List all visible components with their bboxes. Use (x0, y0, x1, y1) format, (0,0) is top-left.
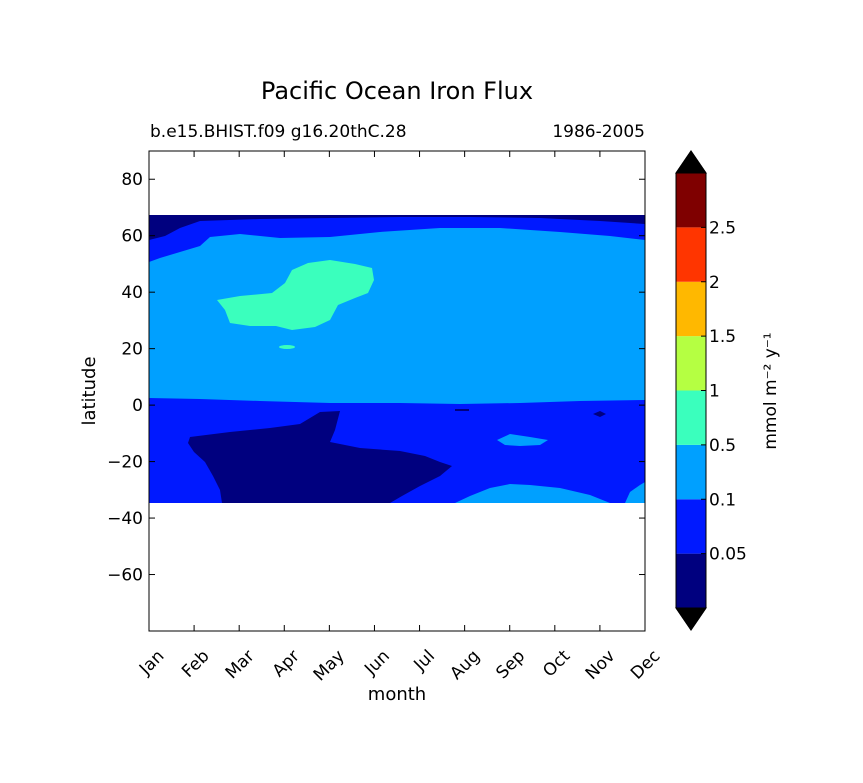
colorbar-segment (676, 390, 706, 445)
contour-region-south-light-3 (625, 482, 645, 503)
x-tick-label: Nov (582, 646, 620, 684)
x-tick-label: Jul (410, 646, 439, 675)
x-tick-label: Sep (492, 646, 529, 683)
chart-subtitle-left: b.e15.BHIST.f09 g16.20thC.28 (150, 122, 407, 142)
y-axis-label: latitude (79, 356, 100, 425)
colorbar: 0.05 0.1 0.5 1 1.5 2 2.5 (675, 150, 747, 631)
x-tick-label: Apr (269, 646, 304, 681)
chart-title: Pacific Ocean Iron Flux (261, 77, 533, 105)
colorbar-tick-label: 1.5 (709, 327, 736, 347)
x-axis-label: month (368, 684, 426, 705)
colorbar-extend-min (675, 607, 707, 631)
colorbar-label: mmol m⁻² y⁻¹ (761, 332, 781, 449)
colorbar-extend-max (675, 150, 707, 174)
contour-region-dark-mark-2 (455, 409, 469, 411)
colorbar-tick-label: 0.5 (709, 436, 736, 456)
contour-region-lowest (188, 411, 452, 503)
y-tick-label: 20 (121, 340, 143, 360)
colorbar-segment (676, 336, 706, 391)
y-tick-label: 40 (121, 283, 143, 303)
colorbar-tick-label: 2 (709, 273, 720, 293)
x-tick-label: Oct (539, 646, 574, 681)
contour-region-0.5-1-small (279, 345, 295, 349)
colorbar-segment (676, 227, 706, 282)
colorbar-tick-label: 0.05 (709, 545, 747, 565)
colorbar-tick-label: 2.5 (709, 218, 736, 238)
y-tick-label: −20 (107, 453, 143, 473)
plot-frame (148, 150, 646, 632)
contour-region-northern-edge (149, 215, 645, 262)
plot-area (149, 215, 645, 503)
colorbar-frame (675, 150, 707, 631)
contour-region-dark-mark-1 (593, 411, 606, 417)
x-tick-label: May (310, 646, 349, 685)
x-tick-label: Jun (360, 646, 394, 680)
colorbar-tick-label: 1 (709, 382, 720, 402)
colorbar-segment (676, 173, 706, 228)
y-ticks: 80 60 40 20 0 −20 −40 −60 (107, 170, 645, 586)
contour-region-0.1-0.5 (149, 215, 645, 405)
x-tick-label: Jan (135, 646, 168, 679)
y-tick-label: 60 (121, 227, 143, 247)
y-tick-label: 80 (121, 170, 143, 190)
y-tick-label: 0 (132, 396, 143, 416)
x-tick-label: Aug (446, 646, 484, 684)
chart-subtitle-right: 1986-2005 (552, 122, 645, 142)
x-tick-label: Dec (627, 646, 664, 683)
colorbar-segment (676, 499, 706, 554)
x-tick-label: Feb (178, 646, 213, 681)
colorbar-segment (676, 553, 706, 608)
colorbar-segment (676, 444, 706, 500)
contour-region-south-light-1 (497, 434, 548, 446)
colorbar-tick-label: 0.1 (709, 490, 736, 510)
contour-region-south-light-2 (455, 484, 610, 503)
colorbar-segment (676, 281, 706, 337)
y-tick-label: −40 (107, 509, 143, 529)
contour-region-northern-lowest (149, 215, 645, 240)
y-tick-label: −60 (107, 566, 143, 586)
x-tick-label: Mar (222, 646, 259, 683)
contour-region-0.5-1 (217, 260, 374, 330)
